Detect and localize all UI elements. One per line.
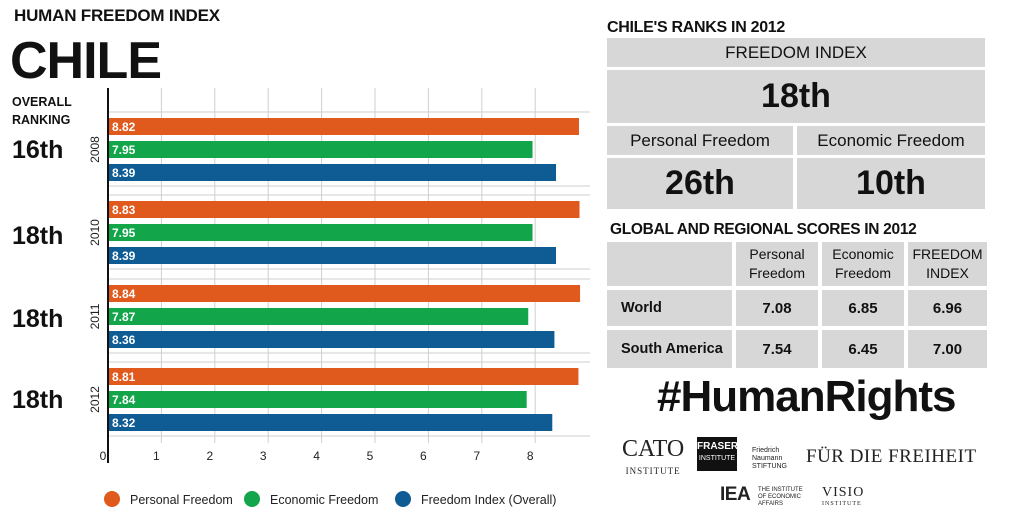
visio-institute-logo: VISIO INSTITUTE	[822, 485, 864, 507]
bar	[108, 368, 579, 385]
freedom-bar-chart: 2008 8.82 7.95 8.39 2010 8.83 7.95 8.39 2011 8.84…	[88, 88, 590, 507]
year-tick-label: 2008	[88, 136, 102, 163]
country-name: CHILE	[10, 32, 162, 90]
x-tick-label: 1	[153, 449, 160, 463]
overall-rank-2008: 16th	[12, 136, 64, 164]
bar-value-label: 8.84	[112, 287, 136, 301]
x-tick-label: 3	[260, 449, 267, 463]
economic-freedom-rank: 10th	[797, 158, 985, 209]
bar-value-label: 8.82	[112, 120, 136, 134]
scores-cell: 7.08	[736, 290, 818, 326]
bar-value-label: 7.84	[112, 393, 136, 407]
x-tick-label: 5	[367, 449, 374, 463]
bar	[108, 247, 557, 264]
scores-cell: 7.54	[736, 330, 818, 368]
legend-label: Freedom Index (Overall)	[421, 493, 556, 507]
bar-value-label: 8.36	[112, 333, 136, 347]
bar-value-label: 8.39	[112, 249, 136, 263]
overall-rank-2011: 18th	[12, 305, 64, 333]
hashtag: #HumanRights	[657, 372, 956, 421]
bar-value-label: 8.32	[112, 416, 136, 430]
overall-ranking-label: OVERALL RANKING	[12, 95, 72, 127]
fraser-institute-logo: FRASER INSTITUTE	[697, 437, 739, 471]
bar	[108, 164, 557, 181]
legend-swatch	[104, 491, 120, 507]
legend-swatch	[244, 491, 260, 507]
scores-title: GLOBAL AND REGIONAL SCORES IN 2012	[610, 221, 917, 238]
personal-freedom-rank: 26th	[607, 158, 793, 209]
iea-logo: IEA	[720, 484, 751, 505]
x-tick-label: 6	[420, 449, 427, 463]
bar	[108, 391, 527, 408]
scores-cell: 6.85	[822, 290, 904, 326]
ranks-title: CHILE'S RANKS IN 2012	[607, 19, 785, 36]
bar-value-label: 7.95	[112, 143, 136, 157]
visio-logo-sub: INSTITUTE	[822, 501, 862, 507]
x-tick-label: 7	[473, 449, 480, 463]
x-tick-label: 2	[206, 449, 213, 463]
scores-corner-cell	[607, 242, 732, 286]
fraser-logo-text: FRASER	[697, 441, 739, 452]
bar-value-label: 8.83	[112, 203, 136, 217]
x-tick-label: 8	[527, 449, 534, 463]
bar-value-label: 7.95	[112, 226, 136, 240]
visio-logo-text: VISIO	[822, 485, 865, 500]
overall-rank-2010: 18th	[12, 222, 64, 250]
bar	[108, 331, 555, 348]
economic-freedom-header: Economic Freedom	[797, 126, 985, 155]
personal-freedom-header: Personal Freedom	[607, 126, 793, 155]
bar-value-label: 7.87	[112, 310, 136, 324]
year-tick-label: 2011	[88, 303, 102, 329]
x-tick-label: 4	[313, 449, 320, 463]
cato-logo-text: CATO	[622, 436, 685, 462]
bar	[108, 414, 553, 431]
bar	[108, 141, 533, 158]
scores-col-personal: Personal Freedom	[736, 242, 818, 286]
bar	[108, 201, 580, 218]
iea-logo-sub: THE INSTITUTE OF ECONOMIC AFFAIRS	[758, 487, 803, 507]
bar	[108, 118, 579, 135]
fnst-logo: FÜR DIE FREIHEIT	[806, 446, 977, 467]
bar-value-label: 8.39	[112, 166, 136, 180]
bar	[108, 308, 529, 325]
scores-col-freedom-index: FREEDOM INDEX	[908, 242, 987, 286]
scores-row-label: South America	[607, 330, 732, 368]
overall-rank-2012: 18th	[12, 386, 64, 414]
cato-institute-logo: CATO INSTITUTE	[622, 436, 685, 482]
bar-value-label: 8.81	[112, 370, 136, 384]
fraser-logo-sub: INSTITUTE	[698, 455, 736, 462]
year-tick-label: 2012	[88, 386, 102, 413]
fnst-logo-small-text: Friedrich Naumann STIFTUNG	[752, 447, 787, 470]
x-tick-label: 0	[100, 449, 107, 463]
bar	[108, 224, 533, 241]
scores-cell: 6.96	[908, 290, 987, 326]
freedom-index-rank: 18th	[607, 70, 985, 123]
scores-cell: 7.00	[908, 330, 987, 368]
infographic-title: HUMAN FREEDOM INDEX	[14, 6, 220, 25]
year-tick-label: 2010	[88, 219, 102, 246]
legend-swatch	[395, 491, 411, 507]
scores-col-economic: Economic Freedom	[822, 242, 904, 286]
scores-row-label: World	[607, 290, 732, 326]
freedom-index-header: FREEDOM INDEX	[607, 38, 985, 67]
cato-logo-sub: INSTITUTE	[625, 466, 681, 476]
legend-label: Economic Freedom	[270, 493, 378, 507]
legend-label: Personal Freedom	[130, 493, 233, 507]
bar	[108, 285, 581, 302]
scores-cell: 6.45	[822, 330, 904, 368]
